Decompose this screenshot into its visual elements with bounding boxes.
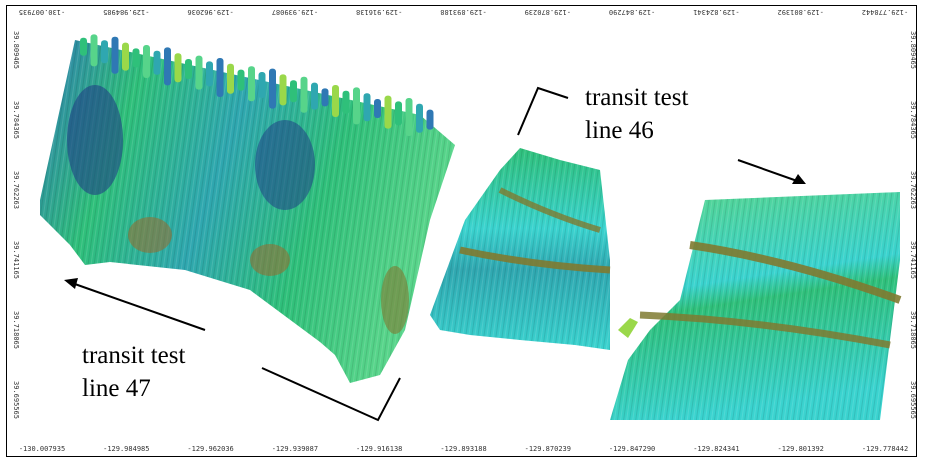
swath-edge-strip bbox=[353, 87, 360, 125]
swath-edge-strip bbox=[374, 99, 381, 118]
swath-right bbox=[610, 192, 902, 420]
annotation-47-line2: line 47 bbox=[82, 375, 151, 402]
axis-tick-label: -129.916138 bbox=[356, 8, 402, 16]
axis-tick-label: -129.916138 bbox=[356, 445, 402, 453]
swath-left bbox=[40, 34, 455, 383]
axis-tick-label: -129.870239 bbox=[525, 445, 571, 453]
axis-tick-label: -129.824341 bbox=[693, 8, 739, 16]
swath-edge-strip bbox=[416, 103, 423, 133]
swath-edge-strip bbox=[395, 101, 402, 126]
swath-edge-strip bbox=[153, 50, 161, 75]
axis-tick-label: -130.007935 bbox=[19, 445, 65, 453]
axis-tick-label: 39.784365 bbox=[12, 101, 20, 139]
swath-edge-strip bbox=[132, 48, 140, 68]
axis-tick-label: 39.718065 bbox=[909, 311, 917, 349]
swath-edge-strip bbox=[216, 58, 224, 97]
swath-edge-strip bbox=[269, 68, 276, 109]
axis-tick-label: -129.801392 bbox=[778, 445, 824, 453]
swath-edge-strip bbox=[227, 63, 234, 94]
map-frame-border bbox=[6, 5, 917, 457]
annotation-46-line2: line 46 bbox=[585, 117, 654, 144]
swath-edge-strip bbox=[122, 42, 129, 71]
swath-edge-strip bbox=[311, 82, 318, 110]
axis-tick-label: 39.718065 bbox=[12, 311, 20, 349]
axis-tick-label: -129.893188 bbox=[440, 8, 486, 16]
swath-edge-strip bbox=[90, 34, 98, 67]
axis-tick-label: 39.762263 bbox=[909, 171, 917, 209]
axis-tick-label: -129.847290 bbox=[609, 8, 655, 16]
swath-edge-strip bbox=[143, 45, 150, 78]
axis-tick-label: -129.778442 bbox=[862, 8, 908, 16]
swath-edge-strip bbox=[405, 98, 413, 136]
swath-edge-strip bbox=[206, 61, 213, 87]
axis-tick-label: -129.847290 bbox=[609, 445, 655, 453]
swath-edge-strip bbox=[111, 36, 119, 74]
swath-edge-strip bbox=[342, 90, 350, 114]
swath-edge-strip bbox=[185, 59, 192, 79]
swath-edge-strip bbox=[101, 40, 108, 64]
axis-tick-label: -129.939087 bbox=[272, 8, 318, 16]
swath-edge-strip bbox=[279, 74, 287, 106]
axis-tick-label: -129.801392 bbox=[778, 8, 824, 16]
axis-tick-label: -129.984985 bbox=[103, 445, 149, 453]
swath-edge-strip bbox=[237, 69, 245, 91]
swath-edge-strip bbox=[248, 66, 255, 102]
axis-tick-label: -129.939087 bbox=[272, 445, 318, 453]
axis-tick-label: -129.893188 bbox=[440, 445, 486, 453]
swath-edge-strip bbox=[258, 72, 266, 98]
swath-edge-strip bbox=[195, 55, 203, 90]
x-axis-bottom-ticks: -130.007935 -129.984985 -129.962036 -129.93… bbox=[19, 445, 908, 453]
swath-edge-strip bbox=[332, 85, 339, 117]
swath-middle bbox=[430, 148, 638, 350]
y-axis-right-ticks: 39.809465 39.784365 39.762263 39.741165 39.7… bbox=[909, 31, 917, 419]
swath-edge-strip bbox=[174, 53, 182, 83]
annotation-line-47: transit test line 47 bbox=[64, 278, 401, 422]
axis-tick-label: -129.778442 bbox=[862, 445, 908, 453]
swath-edge-strip bbox=[384, 95, 392, 129]
axis-tick-label: -129.962036 bbox=[187, 8, 233, 16]
swath-edge-strip bbox=[300, 76, 308, 113]
swath-edge-strip bbox=[290, 80, 297, 103]
swath-edge-strip bbox=[164, 47, 171, 86]
axis-tick-label: -129.870239 bbox=[525, 8, 571, 16]
axis-tick-label: 39.784365 bbox=[909, 101, 917, 139]
y-axis-left-ticks: 39.809465 39.784365 39.762263 39.741165 39.7… bbox=[12, 31, 20, 419]
axis-tick-label: 39.695565 bbox=[12, 381, 20, 419]
x-axis-top-ticks: -130.007935 -129.984985 -129.962036 -129.93… bbox=[19, 8, 908, 16]
swath-edge-strip bbox=[426, 109, 434, 130]
swath-edge-strip bbox=[363, 93, 371, 122]
axis-tick-label: 39.741165 bbox=[12, 241, 20, 279]
axis-tick-label: 39.809465 bbox=[909, 31, 917, 69]
annotation-46-line1: transit test bbox=[585, 84, 689, 111]
swath-edge-strip bbox=[321, 88, 329, 107]
axis-tick-label: 39.695565 bbox=[909, 381, 917, 419]
axis-tick-label: -130.007935 bbox=[19, 8, 65, 16]
axis-tick-label: 39.741165 bbox=[909, 241, 917, 279]
axis-tick-label: -129.984985 bbox=[103, 8, 149, 16]
annotation-47-line1: transit test bbox=[82, 342, 186, 369]
axis-tick-label: 39.809465 bbox=[12, 31, 20, 69]
axis-tick-label: -129.962036 bbox=[187, 445, 233, 453]
swath-edge-strip bbox=[80, 37, 87, 56]
axis-tick-label: -129.824341 bbox=[693, 445, 739, 453]
annotation-line-46: transit test line 46 bbox=[517, 84, 806, 184]
axis-tick-label: 39.762263 bbox=[12, 171, 20, 209]
